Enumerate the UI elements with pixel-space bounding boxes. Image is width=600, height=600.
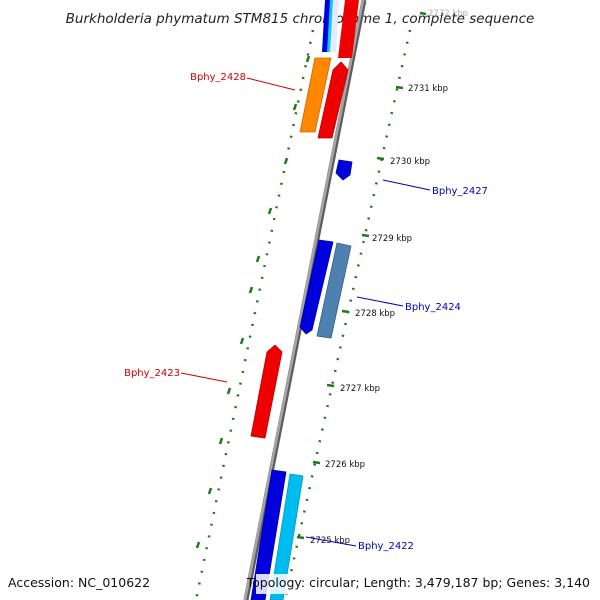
tick-label: 2729 kbp [372,234,412,244]
summary-text: Topology: circular; Length: 3,479,187 bp… [246,575,590,590]
gene-label-bphy-2427[interactable]: Bphy_2427 [432,186,488,197]
gene-bphy-2428[interactable] [299,57,332,133]
gene-bphy-2422[interactable] [269,473,304,600]
major-tick-marks [296,11,427,540]
tick-label: 2726 kbp [325,460,365,470]
accession-text: Accession: NC_010622 [8,575,150,590]
backbone [243,0,365,600]
gene-red-2429[interactable] [317,61,349,139]
inner-major-ticks [195,55,311,549]
tick-label: 2732 kbp [428,9,468,19]
gene-bphy-2427[interactable] [335,159,353,181]
tick-label: 2728 kbp [355,309,395,319]
gene-blue-2421[interactable] [250,469,287,600]
map-title: Burkholderia phymatum STM815 chromosome … [66,11,535,27]
summary-backdrop [256,574,592,594]
gene-bphy-2423[interactable] [250,344,283,439]
gene-blue-2425[interactable] [299,239,334,335]
tick-label: 2730 kbp [390,157,430,167]
gene-label-bphy-2424[interactable]: Bphy_2424 [405,302,461,313]
outer-dotted-ring [283,29,412,600]
gene-top-cluster[interactable] [322,0,359,58]
tick-label: 2731 kbp [408,84,448,94]
inner-dotted-ring [194,29,315,600]
tick-label: 2727 kbp [340,384,380,394]
label-leader-lines [180,77,431,547]
gene-label-bphy-2428[interactable]: Bphy_2428 [190,72,246,83]
gene-label-bphy-2422[interactable]: Bphy_2422 [358,541,414,552]
gene-label-bphy-2423[interactable]: Bphy_2423 [124,368,180,379]
gene-bphy-2424[interactable] [316,242,352,339]
